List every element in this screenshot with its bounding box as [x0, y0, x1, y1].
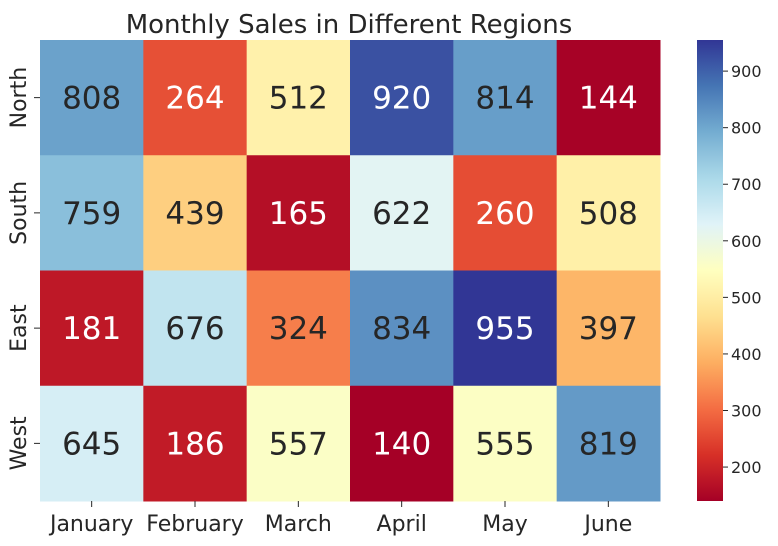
- y-tick-label: North: [7, 67, 32, 129]
- x-tick-label: April: [377, 512, 427, 537]
- heatmap-cell: [40, 155, 144, 271]
- heatmap-cell: [350, 155, 454, 271]
- cell-value-label: 165: [269, 196, 328, 232]
- heatmap-cell: [143, 155, 248, 271]
- heatmap-cell: [350, 270, 454, 387]
- heatmap-cell: [40, 40, 144, 156]
- cell-value-label: 260: [475, 196, 534, 232]
- heatmap-cell: [453, 155, 558, 271]
- x-tick-label: January: [48, 512, 133, 537]
- heatmap-cell: [143, 385, 248, 502]
- colorbar-gradient: [697, 40, 723, 501]
- y-tick-label: East: [7, 304, 32, 352]
- heatmap-cell: [40, 385, 144, 502]
- heatmap-cells: 808 264 512 920 814 144 759 439 165 622 260 508 181 6…: [40, 40, 661, 502]
- heatmap-cell: [246, 270, 351, 387]
- heatmap-cell: [556, 270, 661, 387]
- heatmap-cell: [143, 270, 248, 387]
- colorbar-tick-label: 400: [731, 345, 762, 364]
- x-tick-label: June: [582, 512, 632, 537]
- cell-value-label: 676: [165, 311, 224, 347]
- heatmap-cell: [246, 155, 351, 271]
- cell-value-label: 181: [62, 311, 121, 347]
- cell-value-label: 834: [372, 311, 431, 347]
- x-tick-label: May: [482, 512, 527, 537]
- y-axis-ticks: North South East West: [7, 67, 40, 470]
- cell-value-label: 759: [62, 196, 121, 232]
- cell-value-label: 645: [62, 426, 121, 462]
- cell-value-label: 622: [372, 196, 431, 232]
- heatmap-cell: [453, 40, 558, 156]
- cell-value-label: 808: [62, 81, 121, 117]
- cell-value-label: 508: [579, 196, 638, 232]
- x-tick-label: March: [265, 512, 332, 537]
- y-tick-label: South: [7, 181, 32, 245]
- cell-value-label: 557: [269, 426, 328, 462]
- cell-value-label: 920: [372, 81, 431, 117]
- heatmap-cell: [453, 270, 558, 387]
- colorbar-tick-label: 700: [731, 175, 762, 194]
- cell-value-label: 324: [269, 311, 328, 347]
- heatmap-cell: [556, 40, 661, 156]
- chart-title: Monthly Sales in Different Regions: [126, 10, 573, 40]
- colorbar-tick-label: 800: [731, 119, 762, 138]
- heatmap-cell: [350, 40, 454, 156]
- heatmap-cell: [40, 270, 144, 387]
- cell-value-label: 140: [372, 426, 431, 462]
- heatmap-cell: [246, 385, 351, 502]
- heatmap-cell: [453, 385, 558, 502]
- cell-value-label: 186: [165, 426, 224, 462]
- colorbar-tick-label: 300: [731, 401, 762, 420]
- y-tick-label: West: [7, 416, 32, 470]
- cell-value-label: 264: [165, 81, 224, 117]
- heatmap-cell: [143, 40, 248, 156]
- cell-value-label: 144: [579, 81, 638, 117]
- cell-value-label: 819: [579, 426, 638, 462]
- colorbar-tick-label: 200: [731, 458, 762, 477]
- cell-value-label: 955: [475, 311, 534, 347]
- cell-value-label: 512: [269, 81, 328, 117]
- colorbar-tick-label: 600: [731, 232, 762, 251]
- heatmap-cell: [246, 40, 351, 156]
- x-tick-label: February: [146, 512, 244, 537]
- cell-value-label: 439: [165, 196, 224, 232]
- colorbar: 200 300 400 500 600 700 800 900: [697, 40, 762, 501]
- cell-value-label: 555: [475, 426, 534, 462]
- colorbar-tick-label: 500: [731, 288, 762, 307]
- x-axis-ticks: January February March April May June: [48, 501, 632, 537]
- heatmap-cell: [350, 385, 454, 502]
- heatmap-cell: [556, 385, 661, 502]
- colorbar-tick-label: 900: [731, 62, 762, 81]
- cell-value-label: 814: [475, 81, 534, 117]
- cell-value-label: 397: [579, 311, 638, 347]
- heatmap-cell: [556, 155, 661, 271]
